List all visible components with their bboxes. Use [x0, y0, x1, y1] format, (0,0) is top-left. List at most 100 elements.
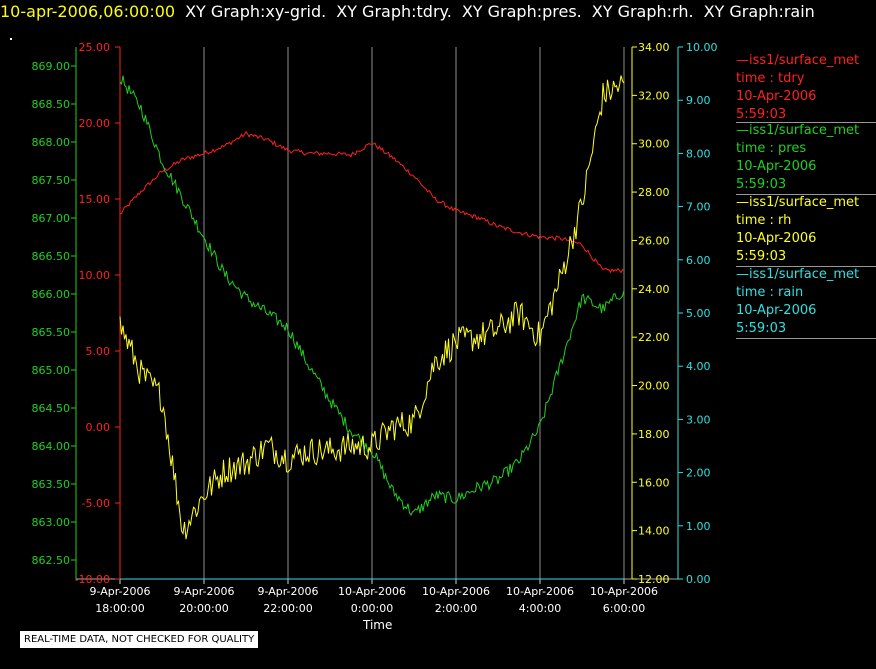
pres-tick-label: 869.00 [32, 60, 71, 73]
pres-tick-label: 868.00 [32, 136, 71, 149]
legend-name: —iss1/surface_met [736, 267, 860, 282]
rain-tick-label: 5.00 [686, 307, 711, 320]
rh-tick-label: 30.00 [638, 138, 670, 151]
legend-entry-pres[interactable]: —iss1/surface_met time : pres 10-Apr-200… [736, 122, 876, 194]
rh-tick-label: 14.00 [638, 525, 670, 538]
legend-name: —iss1/surface_met [736, 195, 860, 210]
pres-tick-label: 867.50 [32, 174, 71, 187]
pres-tick-label: 863.50 [32, 478, 71, 491]
rain-tick-label: 3.00 [686, 413, 711, 426]
rain-tick-label: 7.00 [686, 201, 711, 214]
legend-date: 10-Apr-2006 [736, 89, 817, 104]
legend-divider [736, 266, 876, 267]
quality-warning: REAL-TIME DATA, NOT CHECKED FOR QUALITY [20, 631, 259, 648]
pres-tick-label: 866.00 [32, 288, 71, 301]
series-layer [119, 75, 625, 580]
x-tick-label-date: 10-Apr-2006 [422, 585, 490, 598]
rain-tick-label: 1.00 [686, 520, 711, 533]
rh-tick-label: 26.00 [638, 234, 670, 247]
rain-tick-label: 10.00 [686, 41, 718, 54]
legend-field: time : pres [736, 141, 807, 156]
rh-tick-label: 24.00 [638, 283, 670, 296]
legend-entry-rain[interactable]: —iss1/surface_met time : rain 10-Apr-200… [736, 266, 876, 338]
x-tick-label-time: 18:00:00 [95, 602, 144, 615]
x-tick-label-time: 20:00:00 [179, 602, 228, 615]
x-tick-label-time: 4:00:00 [519, 602, 561, 615]
rh-tick-label: 34.00 [638, 41, 670, 54]
x-tick-label-date: 9-Apr-2006 [89, 585, 150, 598]
rh-tick-label: 20.00 [638, 380, 670, 393]
rh-tick-label: 22.00 [638, 331, 670, 344]
tdry-tick-label: 5.00 [86, 345, 111, 358]
tdry-tick-label: 15.00 [79, 193, 111, 206]
series-line-tdry [120, 130, 625, 274]
rain-tick-label: 8.00 [686, 147, 711, 160]
header: 10-apr-2006,06:00:00 XY Graph:xy-grid. XY … [0, 2, 825, 22]
tdry-tick-label: -10.00 [75, 573, 110, 586]
axes: 9-Apr-2006 18:00:00 9-Apr-2006 20:00:00 9-Ap… [32, 41, 718, 615]
legend-field: time : tdry [736, 71, 805, 86]
pres-tick-label: 864.00 [32, 440, 71, 453]
x-tick-label-time: 22:00:00 [263, 602, 312, 615]
legend-name: —iss1/surface_met [736, 53, 860, 68]
x-tick-label-date: 9-Apr-2006 [173, 585, 234, 598]
pres-tick-label: 863.00 [32, 516, 71, 529]
tdry-tick-label: 10.00 [79, 269, 111, 282]
x-tick-label-date: 9-Apr-2006 [257, 585, 318, 598]
header-time: 10-apr-2006,06:00:00 [0, 2, 176, 21]
tdry-tick-label: 0.00 [86, 421, 111, 434]
legend-date: 10-Apr-2006 [736, 231, 817, 246]
legend-date: 10-Apr-2006 [736, 303, 817, 318]
rain-tick-label: 4.00 [686, 360, 711, 373]
legend-name: —iss1/surface_met [736, 123, 860, 138]
legend-date: 10-Apr-2006 [736, 159, 817, 174]
rain-tick-label: 9.00 [686, 94, 711, 107]
grid [203, 47, 625, 579]
rh-tick-label: 16.00 [638, 476, 670, 489]
legend-field: time : rh [736, 213, 792, 228]
legend-time: 5:59:03 [736, 321, 787, 336]
pres-tick-label: 864.50 [32, 402, 71, 415]
x-tick-label-time: 6:00:00 [603, 602, 645, 615]
legend-time: 5:59:03 [736, 107, 787, 122]
rh-tick-label: 28.00 [638, 186, 670, 199]
dot-marker [10, 38, 12, 40]
legend-divider [736, 338, 876, 339]
legend-entry-tdry[interactable]: —iss1/surface_met time : tdry 10-Apr-200… [736, 52, 876, 124]
header-item-rain: XY Graph:rain [703, 2, 815, 21]
series-line-rh [119, 75, 625, 540]
legend-field: time : rain [736, 285, 804, 300]
series-line-pres [119, 75, 625, 516]
header-item-pres: XY Graph:pres. [461, 2, 582, 21]
pres-tick-label: 865.50 [32, 326, 71, 339]
rain-tick-label: 2.00 [686, 467, 711, 480]
legend-divider [736, 122, 876, 123]
x-axis-label: Time [363, 618, 393, 632]
legend-divider [736, 194, 876, 195]
pres-tick-label: 862.50 [32, 554, 71, 567]
x-tick-label-date: 10-Apr-2006 [590, 585, 658, 598]
x-tick-label-time: 0:00:00 [351, 602, 393, 615]
pres-tick-label: 867.00 [32, 212, 71, 225]
legend-time: 5:59:03 [736, 249, 787, 264]
rh-tick-label: 32.00 [638, 89, 670, 102]
rain-tick-label: 6.00 [686, 254, 711, 267]
pres-tick-label: 866.50 [32, 250, 71, 263]
header-item-xy-grid: XY Graph:xy-grid. [185, 2, 327, 21]
tdry-tick-label: 25.00 [79, 41, 111, 54]
legend-entry-rh[interactable]: —iss1/surface_met time : rh 10-Apr-2006 … [736, 194, 876, 266]
x-tick-label-date: 10-Apr-2006 [506, 585, 574, 598]
rh-tick-label: 18.00 [638, 428, 670, 441]
tdry-tick-label: 20.00 [79, 117, 111, 130]
legend-time: 5:59:03 [736, 177, 787, 192]
rain-tick-label: 0.00 [686, 573, 711, 586]
rh-tick-label: 12.00 [638, 573, 670, 586]
x-tick-label-time: 2:00:00 [435, 602, 477, 615]
pres-tick-label: 868.50 [32, 98, 71, 111]
tdry-tick-label: -5.00 [82, 497, 110, 510]
pres-tick-label: 865.00 [32, 364, 71, 377]
x-tick-label-date: 10-Apr-2006 [338, 585, 406, 598]
header-item-rh: XY Graph:rh. [591, 2, 694, 21]
header-item-tdry: XY Graph:tdry. [336, 2, 452, 21]
